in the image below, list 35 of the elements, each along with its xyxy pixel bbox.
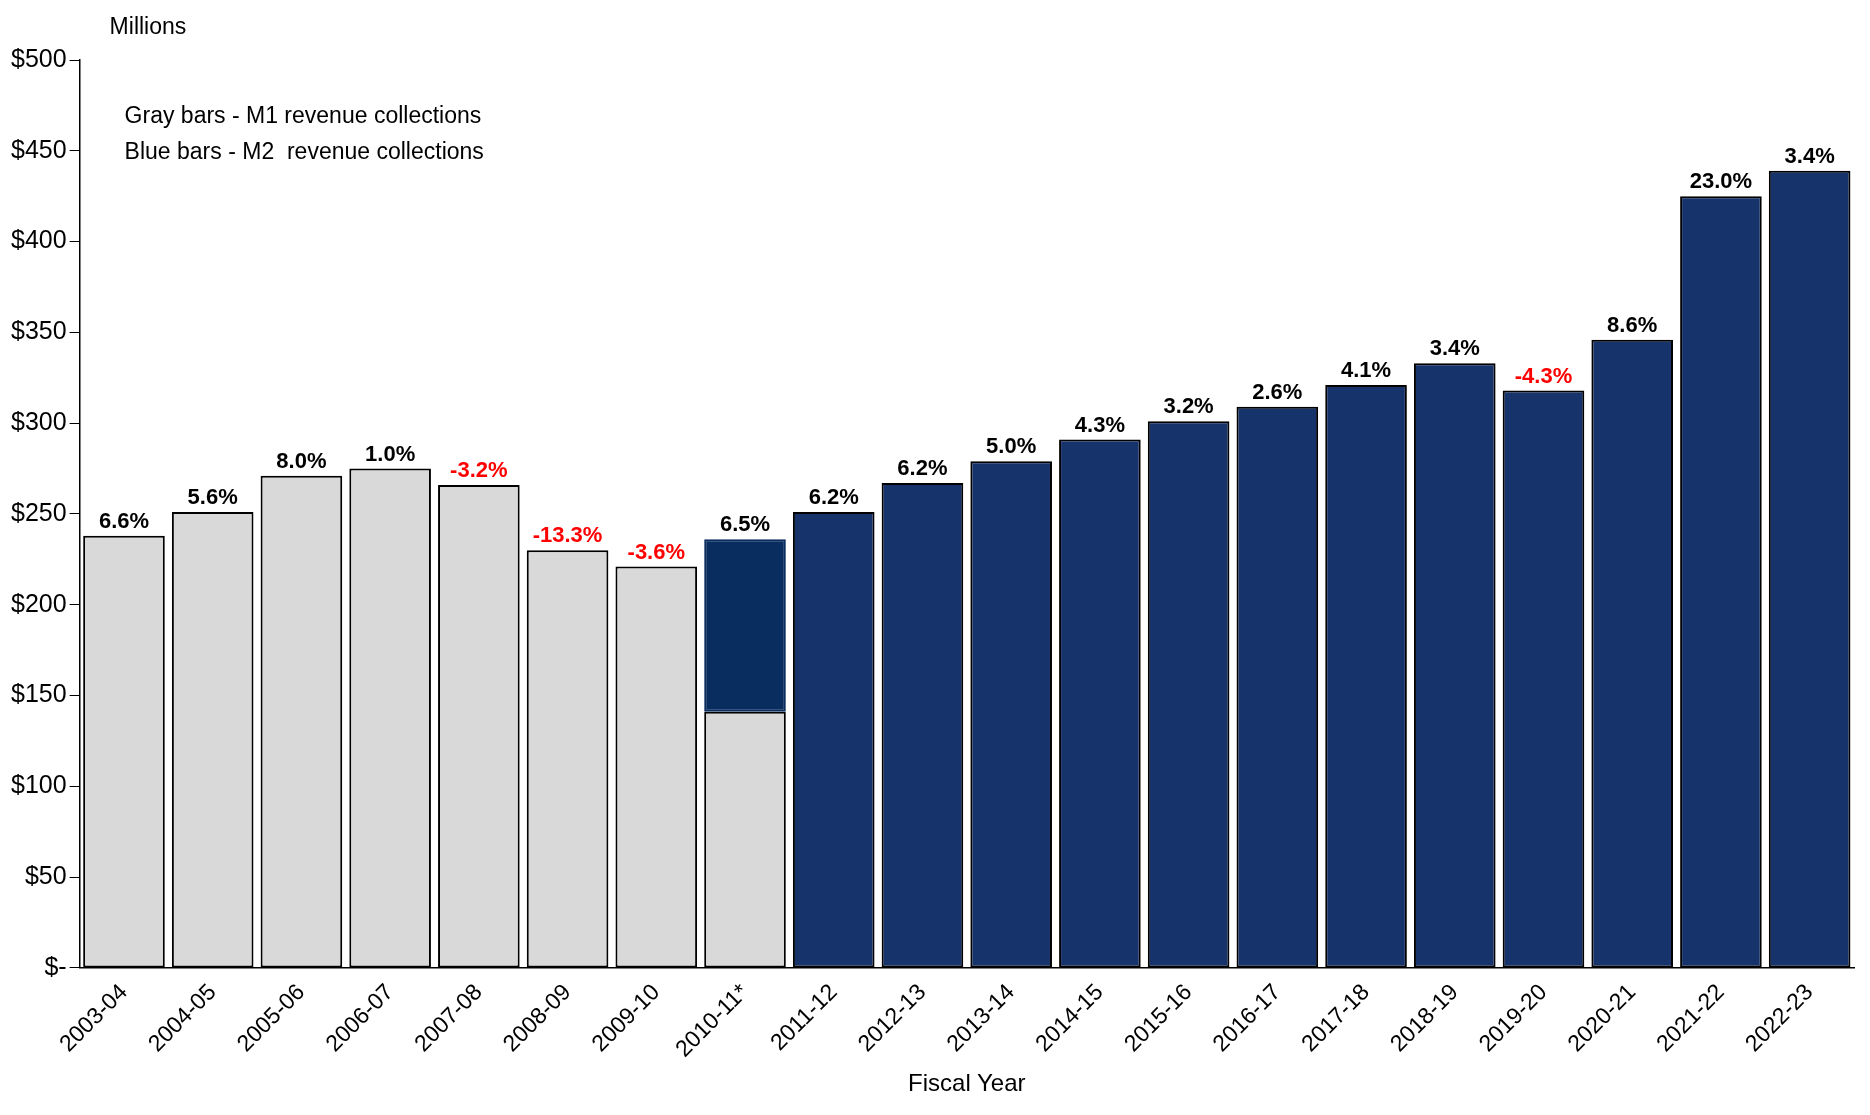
annotation: 6.2% xyxy=(808,484,859,510)
annotation: 8.0% xyxy=(276,447,327,473)
y-tick-label: $50 xyxy=(24,860,67,889)
annotation: 5.6% xyxy=(187,484,238,510)
annotation: Blue bars - M2 revenue collections xyxy=(124,138,484,165)
y-tick-label: $400 xyxy=(10,225,67,254)
annotation: 23.0% xyxy=(1689,168,1753,194)
y-tick-label: $300 xyxy=(10,407,67,436)
y-tick-label: $150 xyxy=(10,679,67,708)
annotation: -13.3% xyxy=(532,522,603,548)
y-axis-title: Millions xyxy=(109,13,187,40)
annotation: 3.4% xyxy=(1784,142,1835,168)
y-tick-label: $450 xyxy=(10,134,67,163)
annotation: 6.6% xyxy=(98,507,150,533)
y-tick-label: $100 xyxy=(10,770,67,799)
annotation: 8.6% xyxy=(1607,311,1658,337)
annotation: 6.5% xyxy=(719,511,771,537)
annotation: 4.1% xyxy=(1340,357,1392,383)
x-axis-title: Fiscal Year xyxy=(908,1069,1026,1097)
y-tick-label: $500 xyxy=(10,43,67,72)
annotation: 2.6% xyxy=(1252,378,1303,404)
annotation: -3.6% xyxy=(627,538,686,564)
y-tick-label: $- xyxy=(44,951,67,980)
y-tick-label: $200 xyxy=(10,588,67,617)
annotation: 5.0% xyxy=(986,433,1037,459)
annotation: 3.4% xyxy=(1429,335,1480,361)
annotation: 6.2% xyxy=(897,455,948,481)
annotation: -4.3% xyxy=(1514,362,1573,388)
annotation: Gray bars - M1 revenue collections xyxy=(124,102,482,129)
annotation: 3.2% xyxy=(1163,393,1214,419)
y-tick-label: $250 xyxy=(10,497,67,526)
annotation: 4.3% xyxy=(1074,411,1125,437)
annotation: 1.0% xyxy=(365,440,416,466)
y-tick-label: $350 xyxy=(10,316,67,345)
annotation: -3.2% xyxy=(450,456,508,482)
